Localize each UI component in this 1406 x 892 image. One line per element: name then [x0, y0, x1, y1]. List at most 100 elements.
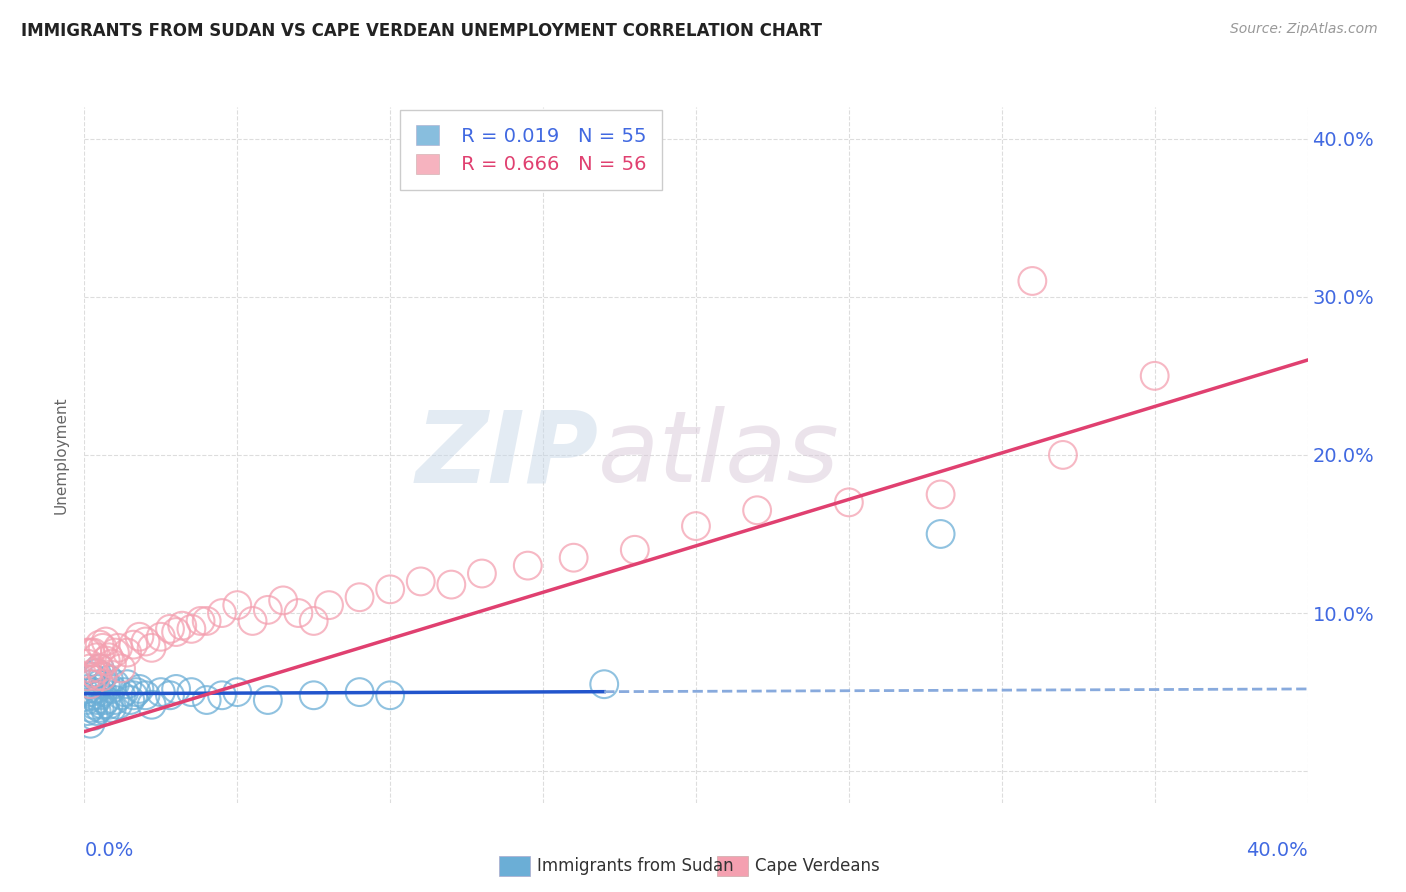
- Point: [302, 614, 325, 628]
- Point: [211, 606, 233, 620]
- Point: [440, 577, 463, 591]
- Point: [83, 698, 105, 712]
- Point: [94, 693, 117, 707]
- Point: [112, 685, 135, 699]
- Point: [107, 698, 129, 712]
- Point: [141, 640, 163, 655]
- Point: [110, 688, 132, 702]
- Point: [89, 661, 111, 675]
- Point: [79, 646, 101, 660]
- Text: Source: ZipAtlas.com: Source: ZipAtlas.com: [1230, 22, 1378, 37]
- Point: [120, 693, 142, 707]
- Point: [180, 685, 202, 699]
- Point: [86, 681, 108, 696]
- Point: [86, 666, 108, 681]
- Point: [83, 688, 105, 702]
- Point: [562, 550, 585, 565]
- Point: [128, 630, 150, 644]
- Point: [97, 698, 120, 712]
- Point: [165, 625, 187, 640]
- Point: [226, 685, 249, 699]
- Point: [83, 666, 105, 681]
- Point: [135, 634, 157, 648]
- Point: [79, 685, 101, 699]
- Point: [86, 704, 108, 718]
- Point: [79, 661, 101, 675]
- Y-axis label: Unemployment: Unemployment: [53, 396, 69, 514]
- Point: [242, 614, 264, 628]
- Point: [1143, 368, 1166, 383]
- Point: [349, 591, 371, 605]
- Point: [349, 685, 371, 699]
- Point: [180, 622, 202, 636]
- Point: [91, 640, 114, 655]
- Point: [226, 598, 249, 612]
- Point: [929, 487, 952, 501]
- Point: [593, 677, 616, 691]
- Point: [101, 701, 124, 715]
- Point: [76, 704, 98, 718]
- Point: [115, 646, 138, 660]
- Point: [318, 598, 340, 612]
- Point: [91, 669, 114, 683]
- Point: [107, 640, 129, 655]
- Point: [94, 653, 117, 667]
- Point: [79, 701, 101, 715]
- Point: [94, 677, 117, 691]
- Point: [104, 646, 127, 660]
- Point: [409, 574, 432, 589]
- Point: [104, 693, 127, 707]
- Point: [79, 716, 101, 731]
- Point: [79, 677, 101, 691]
- Point: [76, 693, 98, 707]
- Point: [211, 688, 233, 702]
- Point: [257, 693, 280, 707]
- Point: [115, 677, 138, 691]
- Text: 40.0%: 40.0%: [1246, 841, 1308, 860]
- Point: [94, 704, 117, 718]
- Point: [624, 542, 647, 557]
- Point: [76, 681, 98, 696]
- Point: [104, 677, 127, 691]
- Point: [128, 681, 150, 696]
- Point: [97, 650, 120, 665]
- Point: [149, 685, 172, 699]
- Point: [287, 606, 309, 620]
- Point: [76, 657, 98, 671]
- Text: IMMIGRANTS FROM SUDAN VS CAPE VERDEAN UNEMPLOYMENT CORRELATION CHART: IMMIGRANTS FROM SUDAN VS CAPE VERDEAN UN…: [21, 22, 823, 40]
- Point: [516, 558, 538, 573]
- Point: [380, 688, 402, 702]
- Point: [172, 618, 194, 632]
- Text: Immigrants from Sudan: Immigrants from Sudan: [537, 857, 734, 875]
- Point: [89, 677, 111, 691]
- Point: [141, 698, 163, 712]
- Point: [76, 646, 98, 660]
- Point: [86, 669, 108, 683]
- Point: [83, 646, 105, 660]
- Point: [97, 673, 120, 687]
- Point: [91, 669, 114, 683]
- Point: [747, 503, 769, 517]
- Point: [685, 519, 707, 533]
- Point: [257, 603, 280, 617]
- Point: [86, 650, 108, 665]
- Point: [86, 693, 108, 707]
- Point: [159, 622, 181, 636]
- Point: [1021, 274, 1043, 288]
- Point: [149, 630, 172, 644]
- Point: [89, 701, 111, 715]
- Point: [91, 698, 114, 712]
- Point: [89, 688, 111, 702]
- Point: [471, 566, 494, 581]
- Point: [76, 669, 98, 683]
- Point: [125, 685, 148, 699]
- Point: [89, 638, 111, 652]
- Point: [929, 527, 952, 541]
- Point: [101, 657, 124, 671]
- Point: [79, 669, 101, 683]
- Point: [101, 681, 124, 696]
- Point: [165, 681, 187, 696]
- Text: 0.0%: 0.0%: [84, 841, 134, 860]
- Point: [1052, 448, 1074, 462]
- Point: [89, 661, 111, 675]
